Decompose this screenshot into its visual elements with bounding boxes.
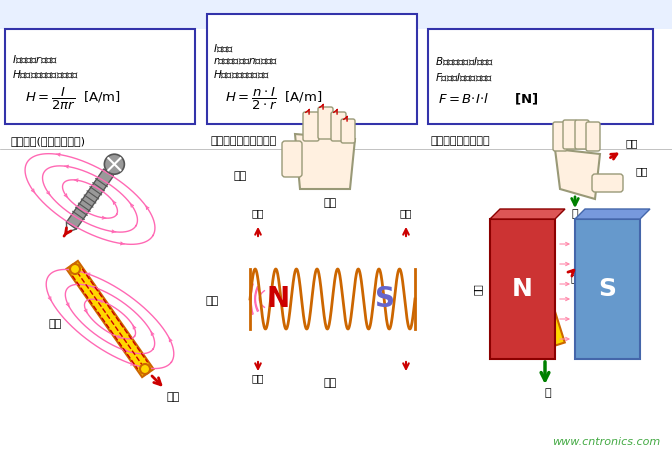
Text: 磁通: 磁通 (636, 166, 648, 176)
Text: $H = \dfrac{n \cdot I}{2 \cdot r}$  [A/m]: $H = \dfrac{n \cdot I}{2 \cdot r}$ [A/m] (225, 86, 323, 112)
FancyBboxPatch shape (428, 29, 653, 124)
Bar (67, 261, 154, 377)
Polygon shape (295, 134, 355, 189)
FancyBboxPatch shape (553, 122, 567, 151)
Text: 電流: 電流 (323, 378, 337, 388)
Text: S: S (375, 285, 395, 313)
FancyBboxPatch shape (490, 219, 555, 359)
Text: $H$：中心的磁場強度、: $H$：中心的磁場強度、 (213, 68, 269, 80)
Text: 電流: 電流 (252, 208, 264, 218)
Text: $F$：力，$I$：導線的長度: $F$：力，$I$：導線的長度 (435, 71, 493, 83)
Text: 導線: 導線 (571, 273, 583, 283)
FancyBboxPatch shape (575, 120, 589, 149)
Text: 力: 力 (572, 209, 579, 219)
Text: N: N (266, 285, 290, 313)
FancyBboxPatch shape (331, 112, 346, 141)
FancyBboxPatch shape (282, 141, 302, 177)
FancyBboxPatch shape (341, 119, 355, 143)
Text: 電流: 電流 (252, 373, 264, 383)
FancyBboxPatch shape (586, 122, 600, 151)
Text: N: N (512, 277, 533, 301)
FancyBboxPatch shape (318, 107, 333, 139)
Text: S: S (599, 277, 616, 301)
Text: 基于弗萊明左手定則: 基于弗萊明左手定則 (430, 136, 490, 146)
Polygon shape (490, 209, 565, 219)
FancyBboxPatch shape (592, 174, 623, 192)
Text: 電流: 電流 (323, 198, 337, 208)
Text: 電流: 電流 (626, 138, 638, 148)
Text: 磁通: 磁通 (509, 229, 521, 239)
Text: $H$：同心圓上的磁場強度、: $H$：同心圓上的磁場強度、 (12, 68, 79, 80)
Polygon shape (575, 209, 650, 219)
Text: 電流: 電流 (167, 392, 179, 402)
Circle shape (140, 364, 150, 374)
FancyBboxPatch shape (303, 112, 319, 141)
Text: $B$：磁通密度，$I$：電流: $B$：磁通密度，$I$：電流 (435, 55, 494, 67)
Text: 磁鐵: 磁鐵 (473, 283, 483, 295)
Text: $F{=}B{\cdot}I{\cdot}l$      [N]: $F{=}B{\cdot}I{\cdot}l$ [N] (438, 91, 539, 106)
FancyBboxPatch shape (563, 120, 577, 149)
Bar (526, 247, 564, 346)
Text: 磁通: 磁通 (48, 319, 62, 329)
Bar (0, 0, 672, 29)
FancyBboxPatch shape (207, 14, 417, 124)
Text: www.cntronics.com: www.cntronics.com (552, 437, 660, 447)
Polygon shape (555, 149, 600, 199)
Text: 磁通: 磁通 (206, 296, 218, 306)
Bar (67, 169, 114, 229)
FancyBboxPatch shape (5, 29, 195, 124)
Text: $H = \dfrac{I}{2\pi r}$  [A/m]: $H = \dfrac{I}{2\pi r}$ [A/m] (25, 86, 121, 112)
Text: 安培定則(右手螺旋定則): 安培定則(右手螺旋定則) (10, 136, 85, 146)
Circle shape (104, 154, 124, 174)
Text: 電流: 電流 (400, 208, 412, 218)
Text: N: N (296, 139, 314, 159)
Text: 電流: 電流 (584, 253, 596, 263)
Text: 磁通: 磁通 (233, 171, 247, 181)
Text: $r$：線圈半徑、$n$：匝數、: $r$：線圈半徑、$n$：匝數、 (213, 56, 278, 67)
FancyBboxPatch shape (575, 219, 640, 359)
Circle shape (70, 264, 80, 274)
Text: $I$：電流: $I$：電流 (213, 42, 234, 54)
Text: 線圈因電流產生的磁通: 線圈因電流產生的磁通 (210, 136, 276, 146)
Text: 力: 力 (545, 388, 551, 398)
Text: $I$：電流、$r$：半徑: $I$：電流、$r$：半徑 (12, 53, 58, 65)
